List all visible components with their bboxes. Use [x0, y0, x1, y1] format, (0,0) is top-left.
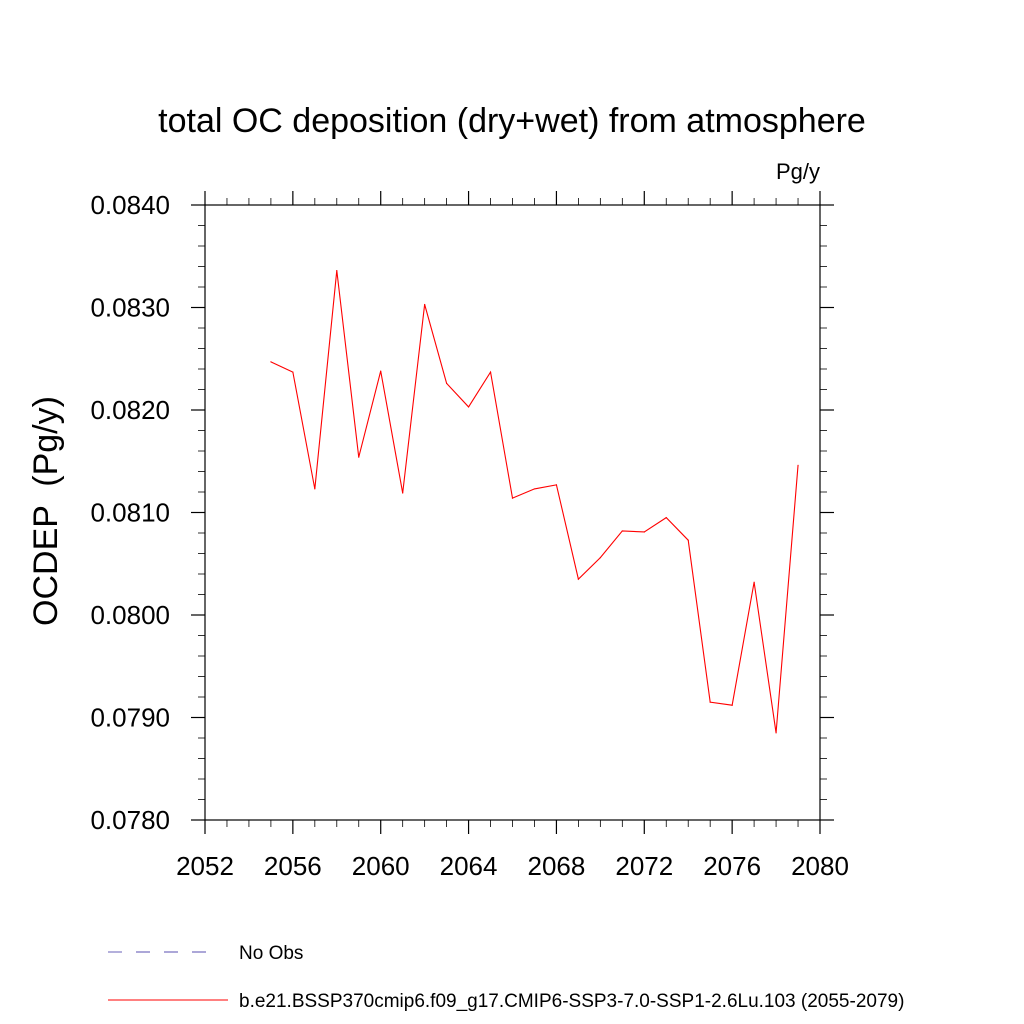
data-point: [270, 361, 272, 363]
data-point: [446, 382, 448, 384]
data-point: [336, 270, 338, 272]
data-point: [511, 497, 514, 499]
data-point: [731, 704, 733, 706]
y-tick-label: 0.0800: [90, 600, 170, 630]
y-tick-label: 0.0830: [90, 293, 170, 323]
units-label: Pg/y: [776, 159, 820, 184]
x-tick-label: 2064: [440, 851, 498, 881]
y-tick-label: 0.0790: [90, 703, 170, 733]
data-point: [467, 406, 470, 408]
plot-frame: [204, 204, 821, 821]
tick-labels: 2052 2056 2060 2064 2068 2072 2076 2080 0.0780 0.…: [90, 190, 848, 881]
y-tick-label: 0.0820: [90, 395, 170, 425]
axis-ticks: [191, 191, 834, 834]
data-point: [489, 371, 492, 373]
data-point: [599, 557, 601, 559]
data-point: [380, 370, 382, 372]
y-tick-label: 0.0780: [90, 805, 170, 835]
x-tick-label: 2068: [528, 851, 586, 881]
legend-label: b.e21.BSSP370cmip6.f09_g17.CMIP6-SSP3-7.…: [239, 991, 904, 1012]
x-tick-label: 2056: [264, 851, 322, 881]
legend: No Obs b.e21.BSSP370cmip6.f09_g17.CMIP6-S…: [108, 943, 904, 1012]
data-point: [709, 701, 711, 703]
x-tick-label: 2076: [703, 851, 761, 881]
x-tick-label: 2052: [176, 851, 234, 881]
series-layer: [270, 270, 799, 734]
data-point: [687, 539, 689, 541]
data-point: [665, 517, 667, 519]
y-tick-label: 0.0840: [90, 190, 170, 220]
data-point: [643, 531, 645, 533]
y-tick-label: 0.0810: [90, 498, 170, 528]
x-tick-label: 2060: [352, 851, 410, 881]
data-point: [314, 488, 316, 490]
data-point: [292, 371, 294, 373]
data-point: [753, 581, 755, 583]
data-point: [797, 464, 799, 466]
x-tick-label: 2072: [615, 851, 673, 881]
legend-label: No Obs: [239, 943, 303, 964]
data-point: [775, 732, 777, 734]
data-point: [424, 303, 426, 306]
x-tick-label: 2080: [791, 851, 849, 881]
data-point: [533, 488, 536, 490]
data-point: [577, 578, 579, 580]
chart-title: total OC deposition (dry+wet) from atmos…: [158, 102, 866, 140]
series-line-0: [270, 270, 799, 733]
data-point: [621, 530, 623, 532]
y-axis-title: OCDEP (Pg/y): [27, 396, 65, 626]
data-point: [555, 484, 558, 486]
data-point: [358, 456, 360, 458]
data-point: [402, 492, 404, 494]
